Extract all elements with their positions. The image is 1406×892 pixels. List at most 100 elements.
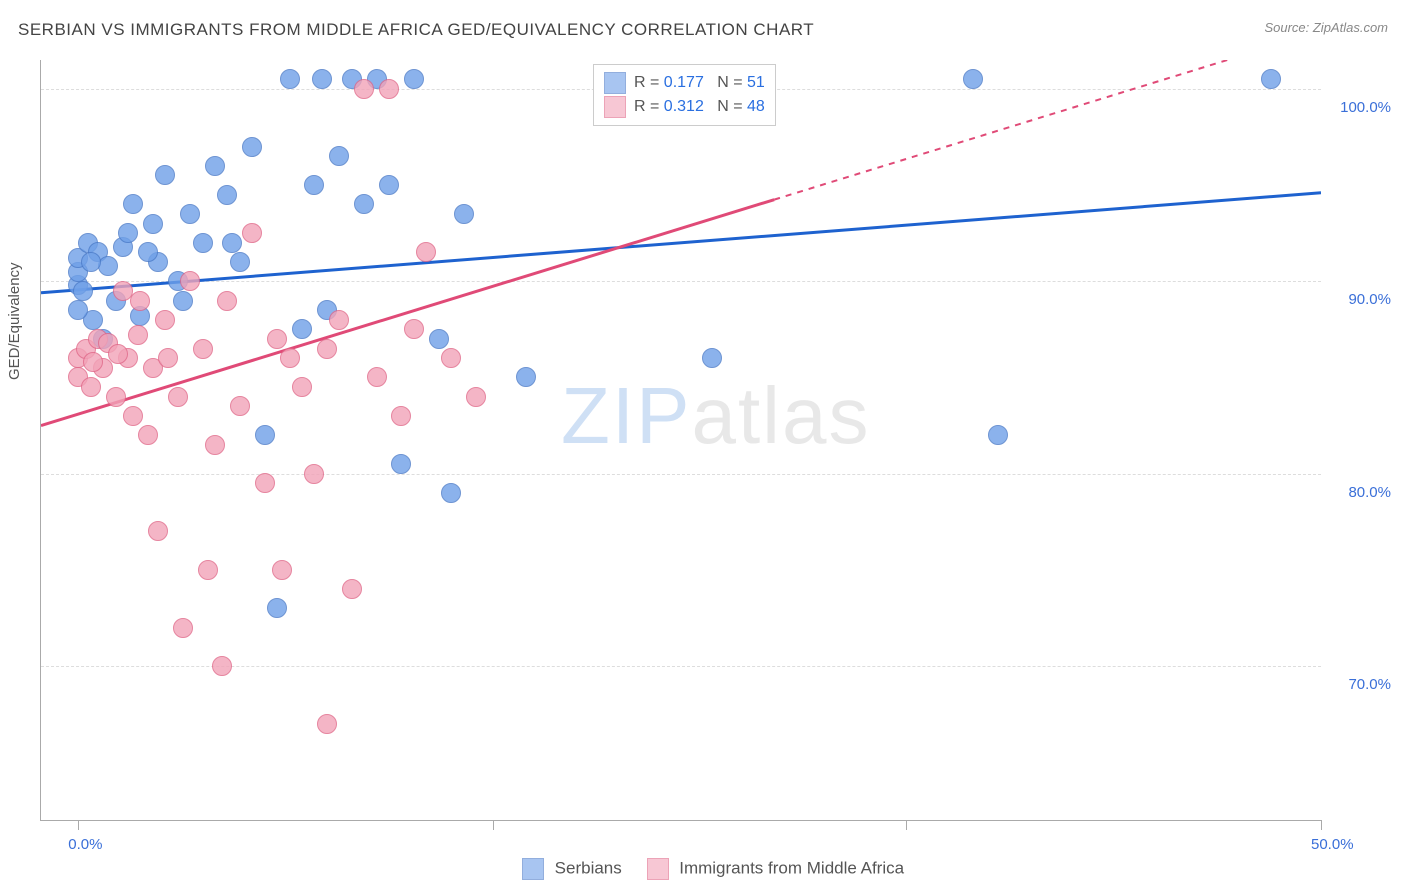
legend-bottom: Serbians Immigrants from Middle Africa (0, 858, 1406, 880)
data-point (1261, 69, 1281, 89)
data-point (180, 204, 200, 224)
data-point (242, 137, 262, 157)
x-tick-label: 50.0% (1311, 836, 1354, 853)
data-point (255, 425, 275, 445)
x-tick (906, 820, 907, 830)
gridline (41, 666, 1321, 667)
y-tick-label: 70.0% (1348, 676, 1391, 693)
data-point (404, 69, 424, 89)
data-point (123, 194, 143, 214)
data-point (304, 464, 324, 484)
data-point (329, 310, 349, 330)
data-point (988, 425, 1008, 445)
data-point (148, 521, 168, 541)
data-point (242, 223, 262, 243)
data-point (267, 598, 287, 618)
data-point (155, 310, 175, 330)
source-label: Source: ZipAtlas.com (1264, 20, 1388, 35)
trend-lines (41, 60, 1321, 820)
data-point (963, 69, 983, 89)
watermark: ZIPatlas (561, 370, 870, 462)
data-point (123, 406, 143, 426)
y-tick-label: 100.0% (1340, 99, 1391, 116)
data-point (106, 387, 126, 407)
data-point (280, 69, 300, 89)
data-point (158, 348, 178, 368)
data-point (404, 319, 424, 339)
data-point (81, 377, 101, 397)
data-point (230, 396, 250, 416)
data-point (454, 204, 474, 224)
legend-text: R = 0.177 N = 51 (634, 71, 765, 95)
data-point (441, 348, 461, 368)
y-axis-label: GED/Equivalency (6, 262, 23, 380)
data-point (329, 146, 349, 166)
data-point (367, 367, 387, 387)
data-point (73, 281, 93, 301)
y-tick-label: 90.0% (1348, 291, 1391, 308)
legend-swatch-immigrants (647, 858, 669, 880)
data-point (155, 165, 175, 185)
data-point (342, 579, 362, 599)
data-point (180, 271, 200, 291)
x-tick-label: 0.0% (68, 836, 102, 853)
data-point (391, 406, 411, 426)
data-point (143, 214, 163, 234)
legend-text: R = 0.312 N = 48 (634, 95, 765, 119)
legend-label-immigrants: Immigrants from Middle Africa (679, 858, 904, 877)
data-point (205, 156, 225, 176)
data-point (317, 339, 337, 359)
data-point (354, 194, 374, 214)
data-point (416, 242, 436, 262)
data-point (292, 377, 312, 397)
legend-label-serbians: Serbians (555, 858, 622, 877)
data-point (317, 714, 337, 734)
data-point (441, 483, 461, 503)
data-point (222, 233, 242, 253)
x-tick (493, 820, 494, 830)
data-point (138, 425, 158, 445)
data-point (391, 454, 411, 474)
gridline (41, 281, 1321, 282)
data-point (379, 79, 399, 99)
legend-swatch-serbians (522, 858, 544, 880)
data-point (379, 175, 399, 195)
data-point (173, 618, 193, 638)
data-point (217, 291, 237, 311)
data-point (118, 223, 138, 243)
x-tick (78, 820, 79, 830)
x-tick (1321, 820, 1322, 830)
data-point (354, 79, 374, 99)
legend-row: R = 0.177 N = 51 (604, 71, 765, 95)
data-point (280, 348, 300, 368)
data-point (702, 348, 722, 368)
y-tick-label: 80.0% (1348, 484, 1391, 501)
data-point (267, 329, 287, 349)
data-point (128, 325, 148, 345)
data-point (130, 291, 150, 311)
legend-correlation: R = 0.177 N = 51R = 0.312 N = 48 (593, 64, 776, 126)
data-point (205, 435, 225, 455)
data-point (193, 339, 213, 359)
data-point (272, 560, 292, 580)
data-point (466, 387, 486, 407)
data-point (193, 233, 213, 253)
data-point (198, 560, 218, 580)
data-point (230, 252, 250, 272)
data-point (217, 185, 237, 205)
legend-swatch (604, 96, 626, 118)
legend-row: R = 0.312 N = 48 (604, 95, 765, 119)
chart-title: SERBIAN VS IMMIGRANTS FROM MIDDLE AFRICA… (18, 20, 814, 40)
scatter-chart: ZIPatlas 70.0%80.0%90.0%100.0%0.0%50.0%R… (40, 60, 1321, 821)
data-point (429, 329, 449, 349)
data-point (292, 319, 312, 339)
data-point (173, 291, 193, 311)
data-point (212, 656, 232, 676)
data-point (312, 69, 332, 89)
gridline (41, 474, 1321, 475)
data-point (255, 473, 275, 493)
data-point (81, 252, 101, 272)
data-point (168, 387, 188, 407)
data-point (304, 175, 324, 195)
data-point (516, 367, 536, 387)
